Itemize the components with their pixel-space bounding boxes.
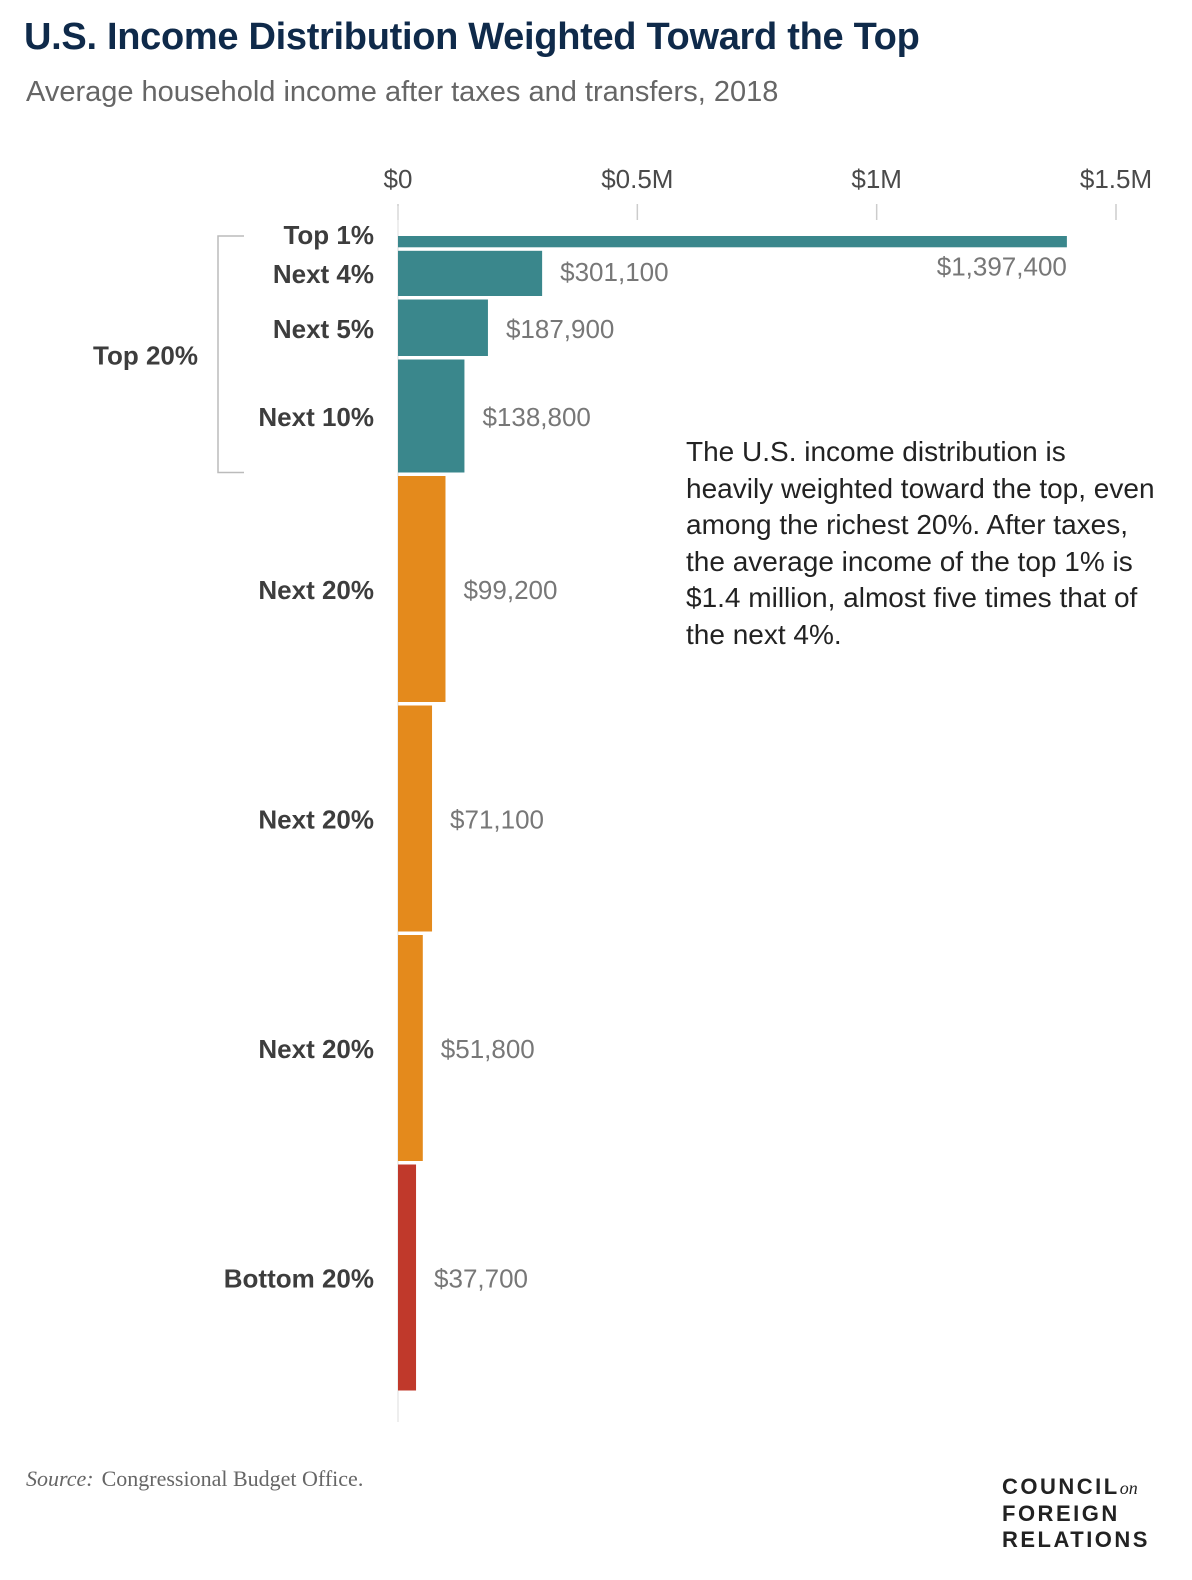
value-label-2: $187,900 [506, 314, 614, 344]
category-label-5: Next 20% [258, 805, 374, 835]
source-label: Source: [26, 1466, 94, 1491]
value-label-5: $71,100 [450, 805, 544, 835]
source-note: Source: Congressional Budget Office. [26, 1466, 363, 1492]
chart-annotation: The U.S. income distribution is heavily … [686, 436, 1155, 650]
bar-3 [398, 359, 465, 473]
x-axis-tick-label-0: $0 [384, 164, 413, 194]
category-label-2: Next 5% [273, 314, 374, 344]
logo-line-council: COUNCIL [1002, 1474, 1120, 1499]
value-label-0: $1,397,400 [937, 251, 1067, 281]
value-label-3: $138,800 [482, 402, 590, 432]
bar-5 [398, 705, 433, 932]
chart-subtitle: Average household income after taxes and… [26, 76, 779, 108]
cfr-logo: COUNCILon FOREIGN RELATIONS [1002, 1474, 1150, 1553]
value-label-1: $301,100 [560, 257, 668, 287]
income-bar-chart: $0 $0.5M $1M $1.5M Top 1% $1,397,400 Next 4% $3… [93, 164, 1152, 1422]
x-axis-tick-label-1: $0.5M [601, 164, 673, 194]
bar-2 [398, 299, 488, 356]
bar-0 [398, 236, 1067, 248]
value-label-6: $51,800 [441, 1034, 535, 1064]
logo-line-relations: RELATIONS [1002, 1527, 1150, 1552]
category-label-7: Bottom 20% [224, 1264, 374, 1294]
category-label-6: Next 20% [258, 1034, 374, 1064]
category-label-3: Next 10% [258, 402, 374, 432]
bar-4 [398, 476, 446, 702]
bar-7 [398, 1164, 417, 1391]
top20-bracket [217, 235, 244, 474]
bar-1 [398, 250, 543, 296]
category-label-4: Next 20% [258, 575, 374, 605]
x-axis-tick-label-3: $1.5M [1080, 164, 1152, 194]
category-label-0: Top 1% [283, 220, 374, 250]
x-axis-tick-label-2: $1M [851, 164, 902, 194]
category-label-1: Next 4% [273, 259, 374, 289]
source-text: Congressional Budget Office. [101, 1466, 364, 1491]
bar-6 [398, 935, 423, 1161]
logo-line-foreign: FOREIGN [1002, 1501, 1120, 1526]
chart-title: U.S. Income Distribution Weighted Toward… [24, 16, 920, 58]
value-label-4: $99,200 [463, 575, 557, 605]
bracket-label-top20: Top 20% [93, 340, 198, 370]
value-label-7: $37,700 [434, 1264, 528, 1294]
logo-on: on [1119, 1478, 1138, 1498]
